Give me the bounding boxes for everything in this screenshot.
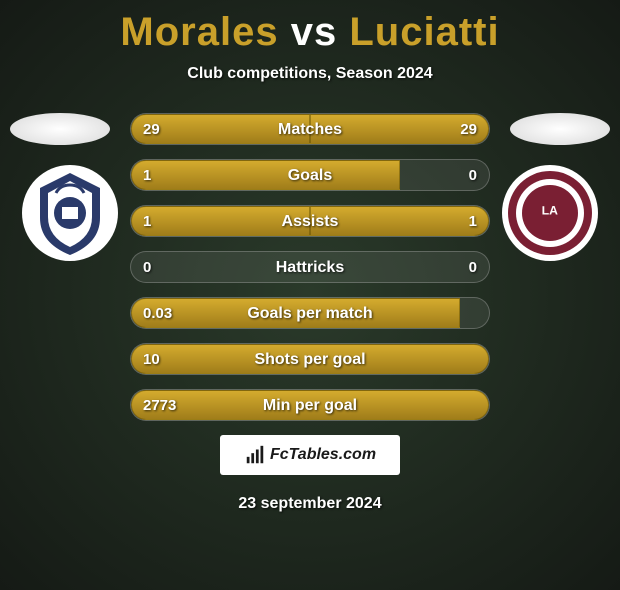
player2-name: Luciatti [349, 10, 499, 54]
comparison-body: ᴸᴬ 2929Matches 10Goals 11Assists 00Hattrick… [0, 113, 620, 513]
stat-row: 10Goals [130, 159, 490, 191]
stat-label: Matches [131, 114, 489, 145]
stat-row: 0.03Goals per match [130, 297, 490, 329]
stat-label: Goals per match [131, 298, 489, 329]
comparison-date: 23 september 2024 [0, 495, 620, 513]
branding-badge[interactable]: FcTables.com [220, 435, 400, 475]
player1-platform-icon [10, 113, 110, 145]
team1-crest-icon [20, 163, 120, 263]
competition-subtitle: Club competitions, Season 2024 [0, 65, 620, 83]
team2-crest-icon: ᴸᴬ [500, 163, 600, 263]
stat-label: Hattricks [131, 252, 489, 283]
stat-row: 2929Matches [130, 113, 490, 145]
stat-bars-container: 2929Matches 10Goals 11Assists 00Hattricks 0.… [130, 113, 490, 421]
stat-row: 11Assists [130, 205, 490, 237]
stat-label: Assists [131, 206, 489, 237]
stat-row: 10Shots per goal [130, 343, 490, 375]
stat-label: Shots per goal [131, 344, 489, 375]
vs-separator: vs [291, 10, 338, 54]
svg-text:ᴸᴬ: ᴸᴬ [542, 203, 558, 223]
stat-label: Goals [131, 160, 489, 191]
stat-row: 2773Min per goal [130, 389, 490, 421]
player2-platform-icon [510, 113, 610, 145]
player1-name: Morales [120, 10, 278, 54]
branding-text: FcTables.com [270, 446, 376, 464]
stat-label: Min per goal [131, 390, 489, 421]
stat-row: 00Hattricks [130, 251, 490, 283]
chart-icon [244, 444, 266, 466]
comparison-title: Morales vs Luciatti [0, 10, 620, 55]
